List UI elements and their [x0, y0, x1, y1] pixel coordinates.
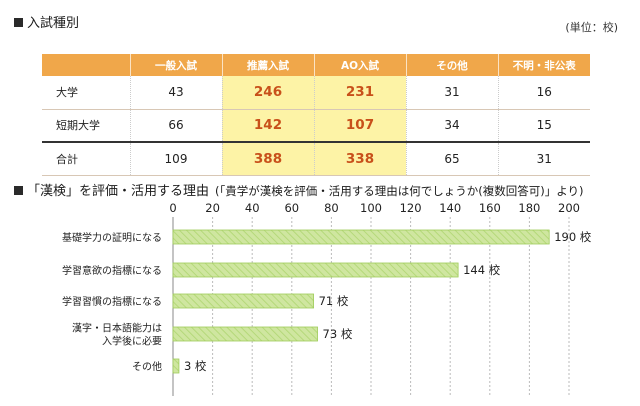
- column-header: その他: [405, 54, 498, 76]
- table-cell: 34: [405, 109, 498, 143]
- x-tick-label: 120: [400, 201, 422, 215]
- column-header: 不明・非公表: [497, 54, 590, 76]
- square-bullet-icon: [14, 18, 23, 27]
- table-cell: 43: [129, 76, 222, 110]
- category-label: その他: [132, 360, 162, 373]
- square-bullet-icon: [14, 186, 23, 195]
- table-cell: 31: [405, 76, 498, 110]
- x-tick-label: 20: [205, 201, 220, 215]
- row-label: 大学: [42, 76, 130, 110]
- x-tick-label: 60: [284, 201, 299, 215]
- table-cell: 66: [129, 109, 222, 143]
- table-cell-highlight: 142: [221, 109, 314, 143]
- x-tick-label: 160: [479, 201, 501, 215]
- table-cell-highlight: 338: [313, 141, 406, 176]
- table-row-total: 合計 109 388 338 65 31: [42, 141, 590, 176]
- x-tick-label: 80: [324, 201, 339, 215]
- table-cell-highlight: 231: [313, 76, 406, 110]
- admission-table: 一般入試 推薦入試 AO入試 その他 不明・非公表 大学 43 246 231 …: [42, 54, 590, 176]
- table-row: 大学 43 246 231 31 16: [42, 76, 590, 110]
- table-cell: 16: [497, 76, 590, 110]
- table-cell-highlight: 246: [221, 76, 314, 110]
- bar-value-label: 190 校: [554, 230, 592, 244]
- x-tick-label: 180: [518, 201, 540, 215]
- bar: [172, 326, 318, 342]
- column-header: 推薦入試: [221, 54, 314, 76]
- column-header: 一般入試: [129, 54, 222, 76]
- bar: [172, 229, 550, 245]
- bar: [172, 293, 314, 309]
- bar-value-label: 3 校: [184, 359, 207, 373]
- table-cell-highlight: 388: [221, 141, 314, 176]
- table-header-row: 一般入試 推薦入試 AO入試 その他 不明・非公表: [42, 54, 590, 76]
- category-label: 学習習慣の指標になる: [62, 295, 162, 308]
- chart-section-title: 「漢検」を評価・活用する理由 (「貴学が漢検を評価・活用する理由は何でしょうか(複…: [14, 180, 583, 199]
- table-header-corner: [42, 54, 130, 76]
- category-label: 学習意欲の指標になる: [62, 264, 162, 277]
- bar: [172, 262, 459, 278]
- table-row: 短期大学 66 142 107 34 15: [42, 109, 590, 143]
- table-section-title-text: 入試種別: [27, 16, 80, 31]
- bar-value-label: 73 校: [323, 327, 353, 341]
- x-tick-label: 40: [245, 201, 260, 215]
- bar-value-label: 144 校: [463, 263, 501, 277]
- table-cell: 15: [497, 109, 590, 143]
- row-label: 短期大学: [42, 109, 130, 143]
- reasons-bar-chart: 0 20 40 60 80 100 120 140 160 180 200 190 校 基礎学力の証明に…: [62, 201, 592, 396]
- x-tick-label: 200: [558, 201, 580, 215]
- x-tick-label: 100: [360, 201, 382, 215]
- x-tick-label: 0: [169, 201, 176, 215]
- category-label: 入学後に必要: [102, 335, 162, 348]
- chart-section-subtitle: (「貴学が漢検を評価・活用する理由は何でしょうか(複数回答可)」より): [215, 184, 584, 198]
- chart-section-title-text: 「漢検」を評価・活用する理由: [27, 184, 210, 199]
- unit-label: (単位：校): [565, 21, 618, 34]
- bar-value-label: 71 校: [319, 294, 349, 308]
- row-label: 合計: [42, 141, 130, 176]
- x-tick-label: 140: [439, 201, 461, 215]
- table-cell: 65: [405, 141, 498, 176]
- table-cell: 31: [497, 141, 590, 176]
- category-label: 漢字・日本語能力は: [72, 322, 162, 335]
- column-header: AO入試: [313, 54, 406, 76]
- category-label: 基礎学力の証明になる: [62, 231, 162, 244]
- table-section-title: 入試種別: [14, 12, 79, 31]
- table-cell-highlight: 107: [313, 109, 406, 143]
- table-cell: 109: [129, 141, 222, 176]
- bar: [172, 358, 180, 374]
